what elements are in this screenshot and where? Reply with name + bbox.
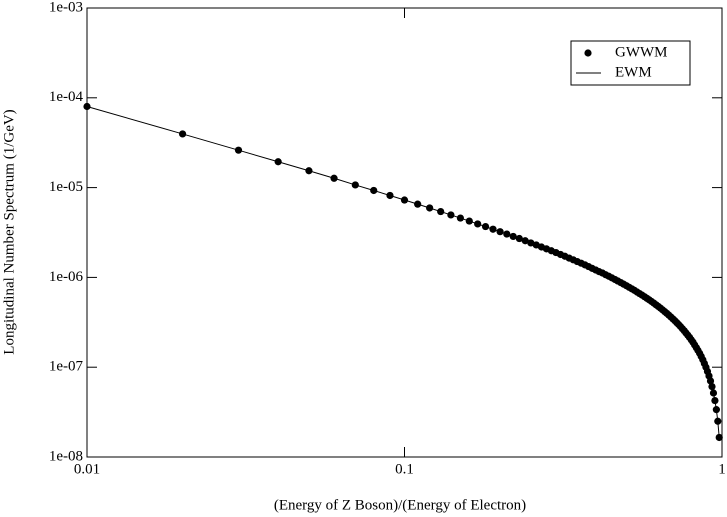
- legend-label: EWM: [615, 64, 652, 80]
- y-tick-label: 1e-06: [49, 269, 84, 285]
- y-axis-label: Longitudinal Number Spectrum (1/GeV): [1, 109, 17, 354]
- legend-box: [570, 40, 691, 86]
- x-tick-label: 0.01: [74, 461, 100, 477]
- y-tick-label: 1e-03: [49, 0, 83, 15]
- x-tick-label: 0.1: [395, 461, 414, 477]
- legend-label: GWWM: [615, 44, 668, 60]
- y-tick-label: 1e-04: [49, 89, 84, 105]
- legend-marker: [584, 49, 592, 57]
- data-point: [715, 433, 723, 442]
- data-line: [86, 106, 720, 438]
- y-tick-label: 1e-08: [49, 448, 83, 464]
- y-tick-label: 1e-07: [49, 359, 84, 375]
- x-tick-label: 1: [718, 461, 726, 477]
- x-axis-label: (Energy of Z Boson)/(Energy of Electron): [274, 497, 526, 513]
- y-tick-label: 1e-05: [49, 179, 83, 195]
